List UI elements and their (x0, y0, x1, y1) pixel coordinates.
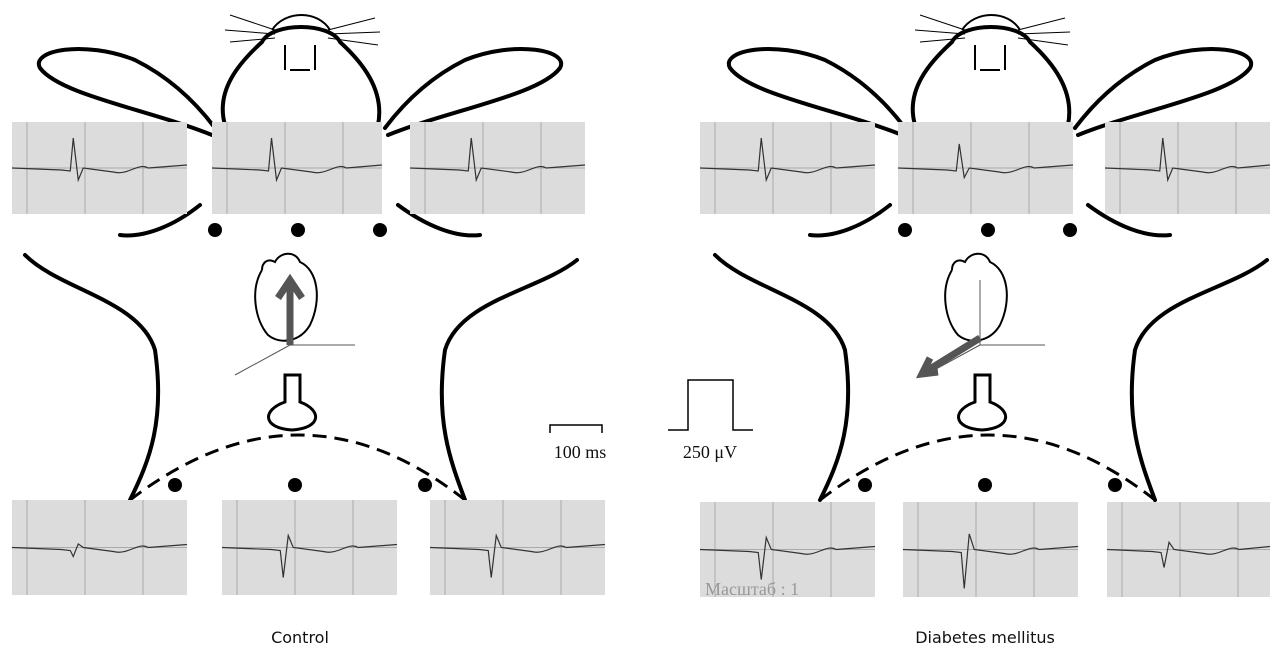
electrode-dot (288, 478, 302, 492)
whiskers (915, 15, 1070, 45)
tail-base (269, 375, 316, 430)
voltage-scale-bar (668, 380, 753, 430)
electrode-dot (981, 223, 995, 237)
ecg-box (222, 500, 397, 595)
ecg-boxes (12, 122, 1270, 597)
ecg-box (410, 122, 585, 214)
whiskers (225, 15, 380, 45)
heart (945, 254, 1007, 341)
ecg-box (898, 122, 1073, 214)
snout (962, 15, 1020, 70)
electrode-dot (1108, 478, 1122, 492)
time-scale-label: 100 ms (554, 442, 607, 462)
electrode-dot (858, 478, 872, 492)
tail-base (959, 375, 1006, 430)
ecg-box (12, 500, 187, 595)
electrode-dot (291, 223, 305, 237)
electrode-dot (168, 478, 182, 492)
ecg-box (700, 122, 875, 214)
electrode-dot (1063, 223, 1077, 237)
electrode-dot (978, 478, 992, 492)
rat (25, 15, 577, 500)
rat-outlines (25, 15, 1267, 500)
electrode-dot (418, 478, 432, 492)
electrode-dot (898, 223, 912, 237)
ecg-box (12, 122, 187, 214)
rat (715, 15, 1267, 500)
ecg-box (1107, 502, 1270, 597)
electrode-dot (373, 223, 387, 237)
ecg-box (212, 122, 382, 214)
figure: 100 ms 250 μV Control Diabetes mellitus … (0, 0, 1270, 648)
time-scale-bar (550, 425, 602, 433)
heart (255, 254, 317, 341)
ecg-box (1105, 122, 1270, 214)
panel-label: Control (271, 628, 329, 647)
snout (272, 15, 330, 70)
panel-label: Diabetes mellitus (915, 628, 1055, 647)
ecg-box (430, 500, 605, 595)
electrode-dot (208, 223, 222, 237)
vector-arrow (922, 338, 980, 374)
voltage-scale-label: 250 μV (683, 442, 737, 462)
ecg-box (903, 502, 1078, 597)
watermark: Масштаб : 1 (705, 579, 799, 599)
